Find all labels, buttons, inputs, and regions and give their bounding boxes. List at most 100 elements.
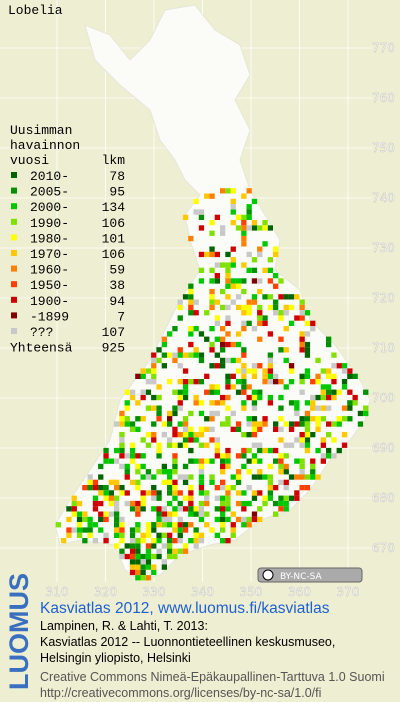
record-square bbox=[129, 421, 136, 427]
record-square bbox=[294, 458, 300, 464]
record-square bbox=[241, 447, 247, 454]
record-square bbox=[283, 304, 289, 311]
record-square bbox=[172, 479, 178, 485]
record-square bbox=[135, 575, 141, 581]
records bbox=[55, 188, 369, 581]
record-square bbox=[92, 495, 99, 501]
record-square bbox=[119, 432, 125, 438]
record-square bbox=[182, 352, 189, 358]
record-square bbox=[124, 421, 130, 427]
record-square bbox=[320, 442, 326, 448]
record-square bbox=[235, 225, 242, 231]
record-square bbox=[151, 506, 157, 512]
record-square bbox=[341, 384, 348, 390]
record-square bbox=[145, 442, 152, 448]
record-square bbox=[262, 315, 268, 321]
record-square bbox=[310, 474, 316, 480]
record-square bbox=[273, 485, 279, 491]
record-square bbox=[225, 500, 231, 507]
record-square bbox=[193, 299, 199, 305]
record-square bbox=[304, 410, 311, 417]
record-square bbox=[220, 363, 226, 369]
record-square bbox=[283, 469, 289, 475]
record-square bbox=[347, 400, 353, 406]
record-square bbox=[278, 394, 284, 401]
record-square bbox=[140, 389, 146, 395]
record-square bbox=[278, 437, 284, 443]
record-square bbox=[198, 442, 205, 448]
record-square bbox=[220, 288, 226, 295]
record-square bbox=[230, 209, 236, 215]
record-square bbox=[347, 368, 353, 374]
record-square bbox=[76, 522, 83, 528]
record-square bbox=[135, 564, 141, 570]
record-square bbox=[246, 384, 252, 390]
record-square bbox=[71, 506, 77, 512]
record-square bbox=[262, 421, 268, 427]
record-square bbox=[246, 469, 252, 475]
record-square bbox=[198, 538, 205, 544]
record-square bbox=[214, 442, 220, 448]
record-square bbox=[103, 453, 109, 459]
legend-count: 78 bbox=[109, 169, 125, 184]
record-square bbox=[182, 442, 189, 448]
record-square bbox=[119, 485, 125, 491]
record-square bbox=[167, 410, 173, 417]
record-square bbox=[336, 421, 342, 427]
record-square bbox=[225, 273, 231, 279]
record-square bbox=[257, 442, 263, 448]
record-square bbox=[310, 463, 316, 470]
record-square bbox=[140, 463, 146, 470]
record-square bbox=[204, 522, 210, 528]
record-square bbox=[156, 447, 162, 454]
record-square bbox=[246, 500, 252, 507]
record-square bbox=[177, 432, 183, 438]
labels: 770 760 750 740 730 720 710 700 690 680 670 310 320 3… bbox=[10, 41, 395, 599]
record-square bbox=[135, 511, 141, 517]
record-square bbox=[214, 273, 220, 279]
x-tick-label: 340 bbox=[191, 585, 214, 599]
record-square bbox=[267, 394, 273, 401]
record-square bbox=[114, 516, 120, 523]
record-square bbox=[198, 331, 205, 337]
record-square bbox=[246, 204, 252, 210]
record-square bbox=[235, 379, 242, 385]
record-square bbox=[140, 569, 146, 576]
record-square bbox=[177, 522, 183, 528]
record-square bbox=[267, 225, 273, 231]
legend-header: vuosi bbox=[10, 153, 49, 168]
record-square bbox=[241, 379, 247, 385]
y-tick-label: 750 bbox=[372, 141, 395, 155]
record-square bbox=[92, 479, 99, 485]
record-square bbox=[288, 294, 295, 300]
record-square bbox=[326, 421, 332, 427]
record-square bbox=[304, 352, 311, 358]
license-line: http://creativecommons.org/licenses/by-n… bbox=[40, 686, 321, 700]
record-square bbox=[352, 394, 358, 401]
record-square bbox=[204, 389, 210, 395]
record-square bbox=[188, 294, 194, 300]
legend-count: 95 bbox=[109, 185, 125, 200]
record-square bbox=[145, 575, 152, 581]
record-square bbox=[140, 564, 146, 570]
record-square bbox=[352, 400, 358, 406]
record-square bbox=[135, 453, 141, 459]
record-square bbox=[320, 389, 326, 395]
record-square bbox=[92, 506, 99, 512]
record-square bbox=[161, 479, 167, 485]
record-square bbox=[241, 278, 247, 284]
record-square bbox=[225, 453, 231, 459]
record-square bbox=[220, 326, 226, 332]
record-square bbox=[220, 188, 226, 194]
record-square bbox=[278, 500, 284, 507]
record-square bbox=[262, 500, 268, 507]
record-square bbox=[220, 230, 226, 236]
record-square bbox=[145, 389, 152, 395]
record-square bbox=[114, 458, 120, 464]
record-square bbox=[167, 379, 173, 385]
record-square bbox=[235, 278, 242, 284]
record-square bbox=[198, 209, 205, 215]
legend-label: ??? bbox=[30, 325, 53, 340]
record-square bbox=[177, 347, 183, 353]
record-square bbox=[241, 304, 247, 311]
